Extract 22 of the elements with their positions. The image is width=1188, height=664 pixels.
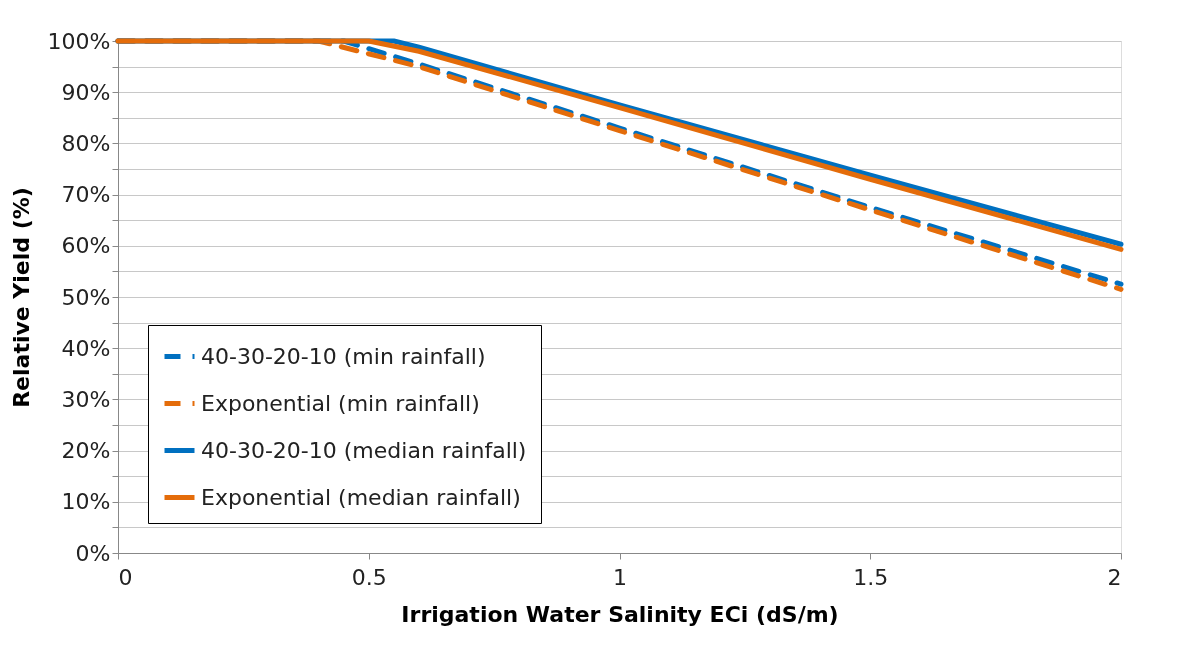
x-tick-label: 1: [613, 564, 627, 590]
y-tick-label: 60%: [61, 233, 111, 259]
x-axis-title: Irrigation Water Salinity ECi (dS/m): [401, 601, 839, 627]
y-axis-title: Relative Yield (%): [8, 187, 34, 408]
x-tick-label: 1.5: [853, 564, 889, 590]
legend-label: Exponential (median rainfall): [201, 484, 521, 510]
y-tick-label: 90%: [61, 79, 111, 105]
y-tick-label: 80%: [61, 130, 111, 156]
y-tick-label: 0%: [75, 540, 111, 566]
legend-label: 40-30-20-10 (min rainfall): [201, 343, 486, 369]
y-tick-label: 50%: [61, 284, 111, 310]
y-tick-label: 40%: [61, 335, 111, 361]
y-tick-label: 10%: [61, 489, 111, 515]
legend-label: Exponential (min rainfall): [201, 390, 480, 416]
x-tick-label: 2: [1107, 564, 1122, 590]
y-tick-label: 100%: [47, 28, 111, 54]
x-tick-label: 0.5: [351, 564, 387, 590]
y-tick-label: 30%: [61, 386, 111, 412]
y-tick-label: 70%: [61, 182, 111, 208]
legend-label: 40-30-20-10 (median rainfall): [201, 437, 527, 463]
y-tick-label: 20%: [61, 438, 111, 464]
x-tick-label: 0: [118, 564, 133, 590]
